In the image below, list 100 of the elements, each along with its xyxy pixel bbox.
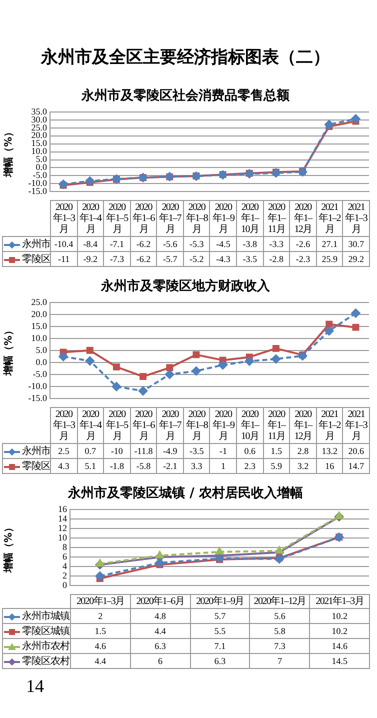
data-label: -7.1 (104, 236, 130, 252)
data-label: -5.2 (183, 252, 210, 266)
data-label: 5.8 (250, 624, 310, 638)
x-tick-label: 2020年1–8月 (183, 200, 210, 236)
x-tick-label: 2020年1–12月 (290, 408, 316, 444)
data-label: -4.3 (210, 252, 237, 266)
y-tick-label: 0 (62, 580, 68, 590)
x-tick-label: 2020年1–12月 (290, 200, 316, 236)
data-label: -6.2 (130, 236, 157, 252)
x-tick-label: 2021年1–3月 (310, 594, 370, 608)
data-label: 14.5 (310, 654, 370, 668)
legend-label: 零陵区城镇 (2, 624, 70, 638)
data-label: -1.8 (104, 458, 130, 474)
y-tick-label: 25.0 (31, 122, 48, 132)
data-label: 2.8 (290, 444, 316, 458)
data-label: -2.3 (290, 252, 316, 266)
data-label: 5.9 (263, 458, 290, 474)
x-tick-label: 2021年1–2月 (316, 408, 343, 444)
data-label: -9.2 (77, 252, 104, 266)
y-tick-label: 2 (62, 570, 67, 580)
y-tick-label: 35.0 (31, 106, 48, 116)
data-label: -8.4 (77, 236, 104, 252)
data-label: 14.6 (310, 638, 370, 654)
x-tick-label: 2020年1–3月 (50, 200, 78, 236)
data-label: 4.4 (70, 654, 130, 668)
y-axis-title: 增幅（%） (2, 522, 15, 574)
x-tick-label: 2021年1–3月 (342, 200, 370, 236)
y-tick-label: 30.0 (31, 114, 48, 124)
data-label: -11.8 (130, 444, 157, 458)
x-tick-label: 2020年1–7月 (156, 408, 184, 444)
data-label: 6 (130, 654, 190, 668)
data-label: 30.7 (342, 236, 370, 252)
x-tick-label: 2020年1–12月 (250, 594, 310, 608)
x-tick-label: 2020年1–5月 (104, 200, 130, 236)
y-tick-label: 8 (62, 542, 68, 552)
data-label: -3.8 (236, 236, 264, 252)
data-label: -6.2 (130, 252, 157, 266)
x-tick-label: 2021年1–2月 (316, 200, 343, 236)
data-label: 2.5 (50, 444, 78, 458)
data-label: -5.3 (183, 236, 210, 252)
data-label: -2.1 (156, 458, 184, 474)
y-tick-label: 25.0 (31, 296, 48, 307)
data-label: 10.2 (310, 624, 370, 638)
data-label: -5.6 (156, 236, 184, 252)
y-tick-label: 0.0 (36, 162, 48, 172)
x-tick-label: 2020年1–9月 (210, 408, 237, 444)
y-tick-label: 15.0 (31, 138, 48, 148)
data-label: 1.5 (70, 624, 130, 638)
x-tick-label: 2020年1–6月 (130, 408, 157, 444)
x-tick-label: 2020年1–10月 (236, 408, 264, 444)
x-tick-label: 2020年1–8月 (183, 408, 210, 444)
chart-subtitle: 永州市及零陵区社会消费品零售总额 (80, 88, 290, 104)
x-tick-label: 2020年1–6月 (130, 200, 157, 236)
data-label: -3.3 (263, 236, 290, 252)
data-label: 4.6 (70, 638, 130, 654)
data-label: 3.3 (183, 458, 210, 474)
x-tick-label: 2020年1–11月 (263, 200, 290, 236)
y-tick-label: 10.0 (31, 146, 48, 156)
data-label: -2.6 (290, 236, 316, 252)
data-label: -5.7 (156, 252, 184, 266)
data-label: 1 (210, 458, 237, 474)
y-tick-label: 6 (62, 551, 68, 562)
data-label: 1.5 (263, 444, 290, 458)
x-tick-label: 2020年1–7月 (156, 200, 184, 236)
y-tick-label: 5.0 (36, 154, 48, 164)
data-label: 4.3 (50, 458, 78, 474)
data-label: 16 (316, 458, 343, 474)
y-tick-label: -15.0 (28, 392, 48, 403)
data-label: 6.3 (130, 638, 190, 654)
y-tick-label: 5.0 (36, 344, 48, 355)
data-label: 0.6 (236, 444, 264, 458)
data-label: -1 (210, 444, 237, 458)
chart-title: 永州市及全区主要经济指标图表（二） (40, 48, 330, 68)
x-tick-label: 2020年1–3月 (70, 594, 130, 608)
y-tick-label: 10.0 (31, 332, 48, 343)
data-label: 7.3 (250, 638, 310, 654)
data-label: 6.3 (190, 654, 250, 668)
x-tick-label: 2020年1–3月 (50, 408, 78, 444)
data-label: 13.2 (316, 444, 343, 458)
x-tick-label: 2020年1–4月 (77, 408, 104, 444)
y-tick-label: -5.0 (32, 170, 48, 180)
x-tick-label: 2020年1–9月 (190, 594, 250, 608)
y-tick-label: 12 (58, 522, 67, 533)
x-tick-label: 2020年1–5月 (104, 408, 130, 444)
y-tick-label: 16 (58, 504, 68, 514)
data-label: -2.8 (263, 252, 290, 266)
data-label: 5.6 (250, 608, 310, 624)
y-tick-label: 15.0 (31, 320, 48, 331)
data-label: 5.1 (77, 458, 104, 474)
data-label: 7 (250, 654, 310, 668)
data-label: -3.5 (236, 252, 264, 266)
y-tick-label: 10 (58, 532, 68, 542)
data-label: 7.1 (190, 638, 250, 654)
x-tick-label: 2020年1–4月 (77, 200, 104, 236)
x-tick-label: 2020年1–10月 (236, 200, 264, 236)
data-label: 0.7 (77, 444, 104, 458)
chart-title: 永州市及零陵区城镇 / 农村居民收入增幅 (67, 485, 303, 502)
x-tick-label: 2020年1–6月 (130, 594, 190, 608)
data-label: 4.4 (130, 624, 190, 638)
data-label: 20.6 (342, 444, 370, 458)
